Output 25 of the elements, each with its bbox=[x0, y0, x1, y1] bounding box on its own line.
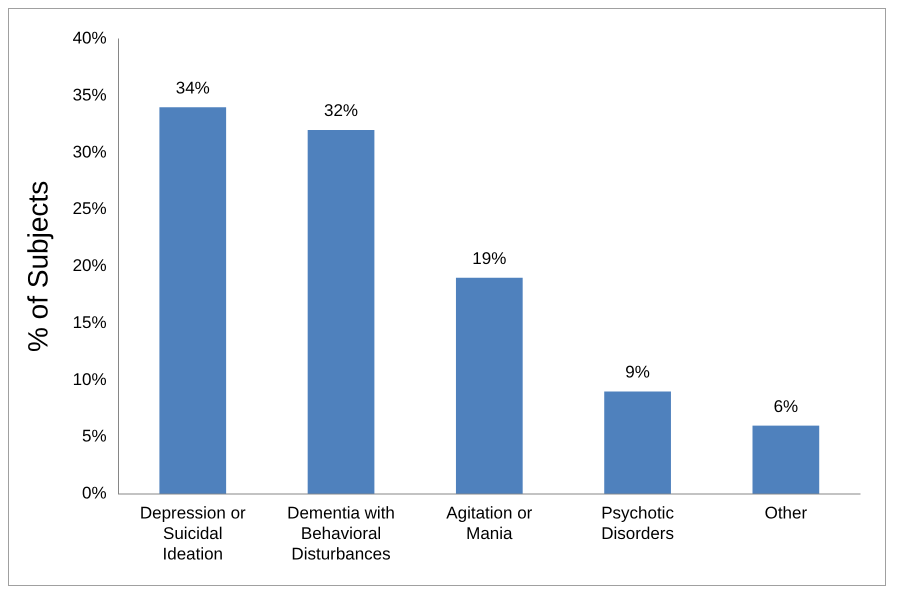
y-tick-label: 30% bbox=[72, 142, 107, 162]
y-tick-label: 25% bbox=[72, 199, 107, 218]
x-tick-label: Other bbox=[764, 504, 808, 523]
data-label: 6% bbox=[774, 396, 798, 416]
bar bbox=[604, 391, 671, 494]
y-tick-label: 5% bbox=[82, 426, 107, 446]
x-tick-label: Dementia with Behavioral Disturbances bbox=[287, 504, 395, 564]
bar bbox=[308, 130, 374, 494]
bar bbox=[159, 107, 226, 494]
y-tick-label: 35% bbox=[72, 86, 107, 105]
data-label: 32% bbox=[324, 101, 358, 120]
y-axis-title: % of Subjects bbox=[22, 180, 54, 352]
data-label: 9% bbox=[625, 362, 650, 382]
x-tick-label: Agitation or Mania bbox=[446, 504, 533, 544]
data-label: 19% bbox=[472, 248, 506, 268]
bar bbox=[456, 278, 523, 494]
x-tick-label: Depression or Suicidal Ideation bbox=[140, 504, 246, 564]
bar bbox=[752, 426, 820, 494]
y-tick-label: 15% bbox=[72, 312, 107, 332]
y-tick-label: 40% bbox=[72, 28, 107, 48]
y-tick-label: 20% bbox=[72, 256, 107, 276]
y-tick-label: 10% bbox=[72, 370, 107, 389]
x-tick-label: Psychotic Disorders bbox=[601, 504, 674, 544]
y-tick-label: 0% bbox=[82, 483, 107, 502]
data-label: 34% bbox=[176, 78, 210, 98]
